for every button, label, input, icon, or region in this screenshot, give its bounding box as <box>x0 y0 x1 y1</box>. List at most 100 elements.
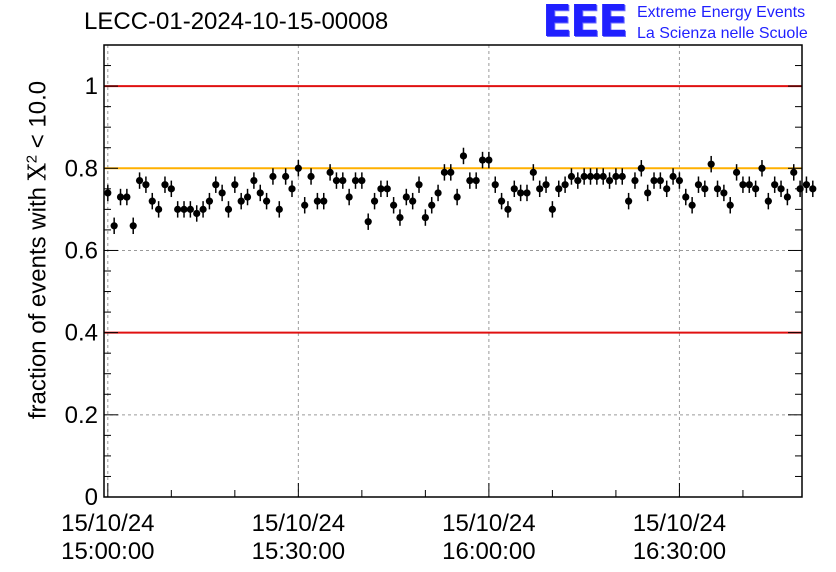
data-point <box>256 184 264 202</box>
point-marker <box>123 193 131 201</box>
data-point <box>409 192 417 210</box>
point-marker <box>580 172 588 181</box>
point-marker <box>415 181 423 189</box>
point-marker <box>491 181 499 189</box>
point-marker <box>536 185 544 193</box>
data-point <box>555 180 563 198</box>
data-point <box>199 201 207 218</box>
logo-line-1: Extreme Energy Events <box>637 4 806 21</box>
data-point <box>148 192 156 210</box>
point-marker <box>231 181 239 189</box>
point-marker <box>447 168 455 176</box>
data-point <box>466 172 474 189</box>
point-marker <box>434 189 442 197</box>
point-marker <box>155 205 163 213</box>
data-point <box>218 184 226 202</box>
axis-ticks <box>104 65 802 498</box>
point-marker <box>428 201 436 209</box>
point-marker <box>809 185 817 193</box>
data-point <box>224 201 233 218</box>
data-point <box>644 184 652 202</box>
data-point <box>701 180 709 198</box>
point-marker <box>256 189 264 197</box>
x-tick-label-time: 16:00:00 <box>442 538 535 565</box>
point-marker <box>472 177 480 185</box>
point-marker <box>237 197 245 205</box>
data-point <box>497 192 506 210</box>
data-point <box>720 184 728 202</box>
data-point <box>599 168 607 185</box>
point-marker <box>777 185 785 193</box>
point-marker <box>523 189 531 197</box>
x-tick-label-date: 15/10/24 <box>442 510 535 537</box>
tick-labels: 15/10/2415:00:0015/10/2415:30:0015/10/24… <box>61 73 726 565</box>
data-point <box>625 192 633 210</box>
point-marker <box>199 205 207 213</box>
point-marker <box>510 185 518 193</box>
data-point <box>739 176 747 193</box>
point-marker <box>529 168 537 176</box>
point-marker <box>224 205 233 213</box>
eee-logo-mark: EEE <box>542 0 628 47</box>
data-point <box>745 176 753 193</box>
data-point <box>142 176 150 193</box>
point-marker <box>720 189 728 197</box>
data-point <box>161 176 169 193</box>
data-point <box>288 180 296 198</box>
point-marker <box>307 172 315 181</box>
data-point <box>656 172 664 189</box>
point-marker <box>701 185 709 193</box>
point-marker <box>402 193 410 201</box>
data-point <box>262 192 271 210</box>
data-point <box>110 217 118 235</box>
point-marker <box>688 201 696 209</box>
point-marker <box>275 205 283 213</box>
point-marker <box>764 197 772 205</box>
point-marker <box>269 172 277 181</box>
point-marker <box>167 185 175 193</box>
x-tick-label-time: 15:00:00 <box>61 538 154 565</box>
point-marker <box>542 181 550 189</box>
data-point <box>802 176 811 193</box>
data-point <box>637 160 645 177</box>
point-marker <box>466 177 474 185</box>
point-marker <box>313 197 322 205</box>
point-marker <box>116 193 125 201</box>
data-point <box>294 160 302 177</box>
point-marker <box>351 177 360 185</box>
data-point <box>332 172 341 189</box>
data-point <box>205 192 214 210</box>
point-marker <box>485 156 493 164</box>
point-marker <box>161 181 169 189</box>
point-marker <box>758 164 766 172</box>
point-marker <box>440 168 449 176</box>
point-marker <box>586 172 595 181</box>
data-point <box>129 217 137 235</box>
data-point <box>618 168 626 185</box>
point-marker <box>186 205 194 213</box>
data-point <box>504 201 512 218</box>
point-marker <box>625 197 633 205</box>
data-point <box>574 172 582 189</box>
point-marker <box>707 160 715 168</box>
data-point <box>243 188 252 206</box>
point-marker <box>110 222 118 230</box>
point-marker <box>504 205 512 213</box>
data-point <box>732 164 741 181</box>
point-marker <box>345 193 353 201</box>
point-marker <box>637 164 645 172</box>
point-marker <box>212 181 220 189</box>
data-point <box>694 176 703 193</box>
data-point <box>174 201 182 218</box>
data-point <box>301 197 309 214</box>
point-marker <box>656 177 664 185</box>
data-point <box>783 188 791 206</box>
data-point <box>364 213 372 230</box>
point-marker <box>517 189 525 197</box>
point-marker <box>752 185 760 193</box>
point-marker <box>142 181 150 189</box>
data-points <box>104 147 817 235</box>
data-point <box>688 197 696 214</box>
data-point <box>193 205 201 222</box>
